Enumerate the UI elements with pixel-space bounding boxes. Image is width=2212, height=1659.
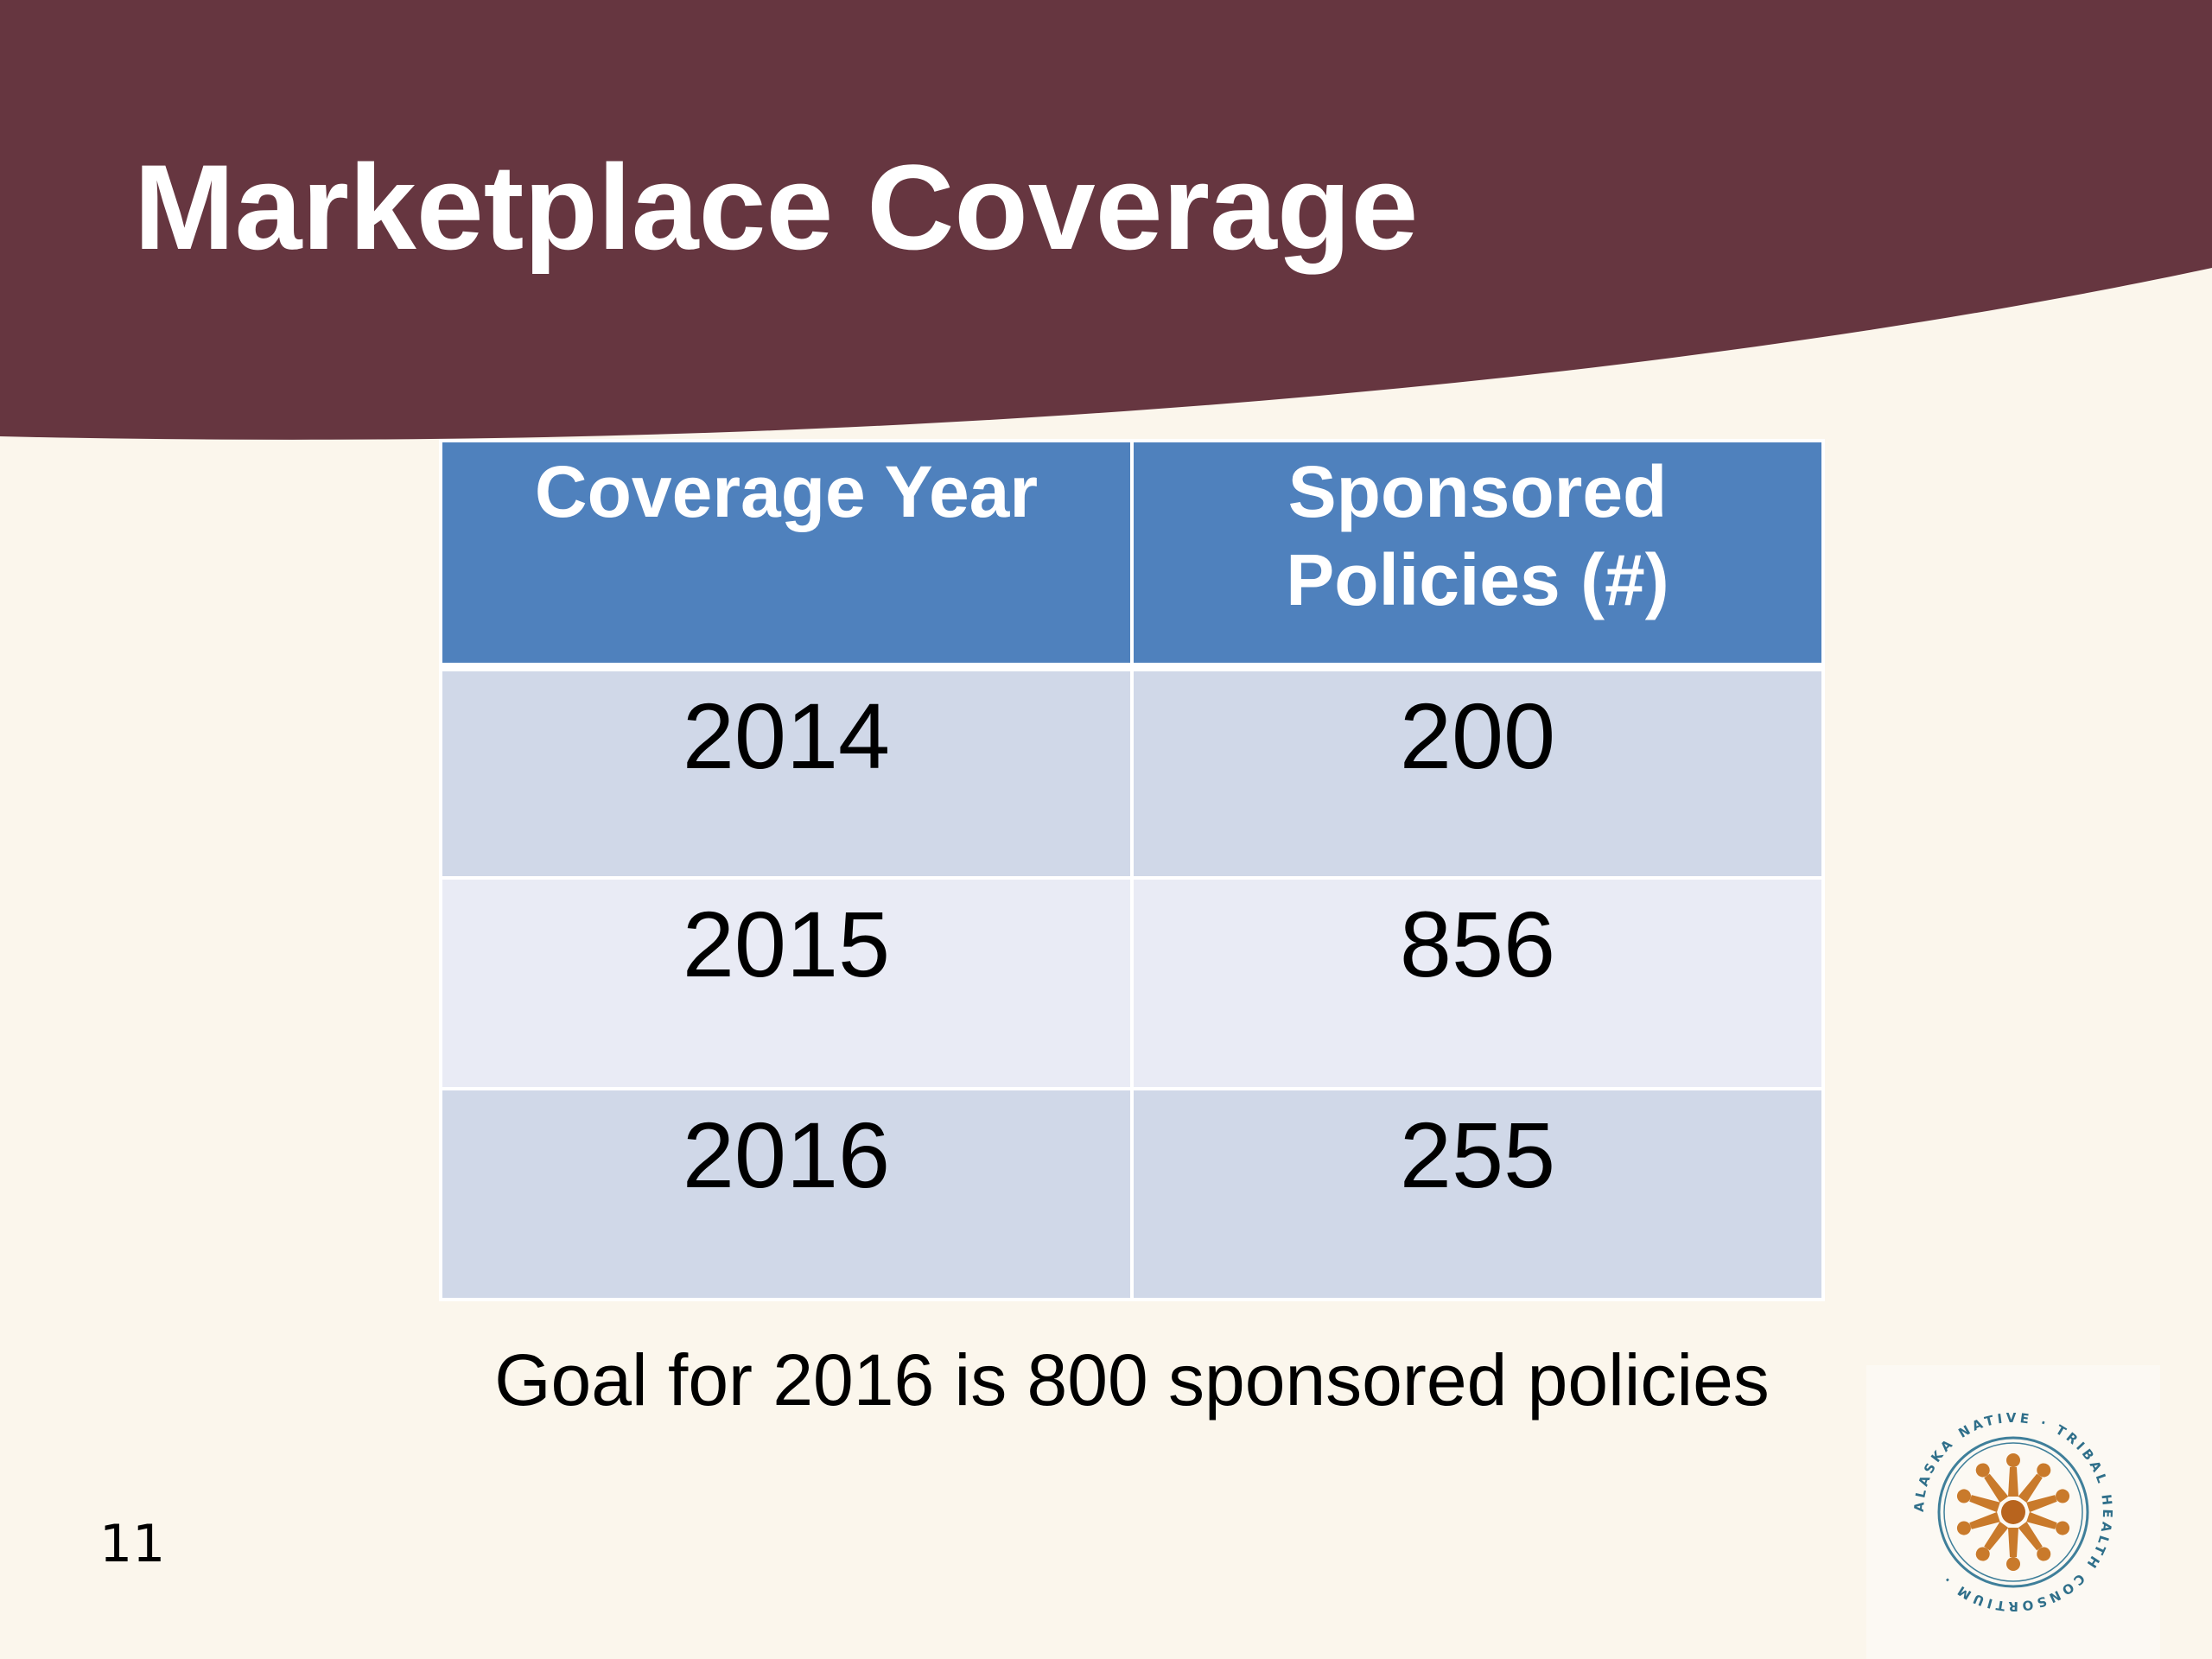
page-number: 11 [99,1514,166,1574]
header-band [0,0,2212,440]
policies-cell: 255 [1130,1087,1825,1301]
table-row: 2014 200 [439,665,1825,880]
policies-cell: 200 [1130,665,1825,880]
table-row: 2016 255 [439,1087,1825,1301]
year-cell: 2015 [439,876,1134,1090]
table-row: 2015 856 [439,876,1825,1090]
coverage-table: Coverage Year Sponsored Policies (#) 201… [439,439,1825,1301]
goal-note: Goal for 2016 is 800 sponsored policies [494,1339,1770,1421]
slide-title: Marketplace Coverage [134,139,1419,275]
header-sponsored-policies: Sponsored Policies (#) [1130,439,1825,671]
year-cell: 2016 [439,1087,1134,1301]
year-cell: 2014 [439,665,1134,880]
header-sponsored-policies-label: Sponsored Policies (#) [1286,451,1669,620]
table-header-row: Coverage Year Sponsored Policies (#) [439,439,1825,671]
consortium-seal-icon: ALASKA NATIVE · TRIBAL HEALTH CONSORTIUM… [1911,1410,2112,1614]
policies-cell: 856 [1130,876,1825,1090]
consortium-logo: ALASKA NATIVE · TRIBAL HEALTH CONSORTIUM… [1866,1365,2160,1659]
header-coverage-year: Coverage Year [439,439,1134,671]
